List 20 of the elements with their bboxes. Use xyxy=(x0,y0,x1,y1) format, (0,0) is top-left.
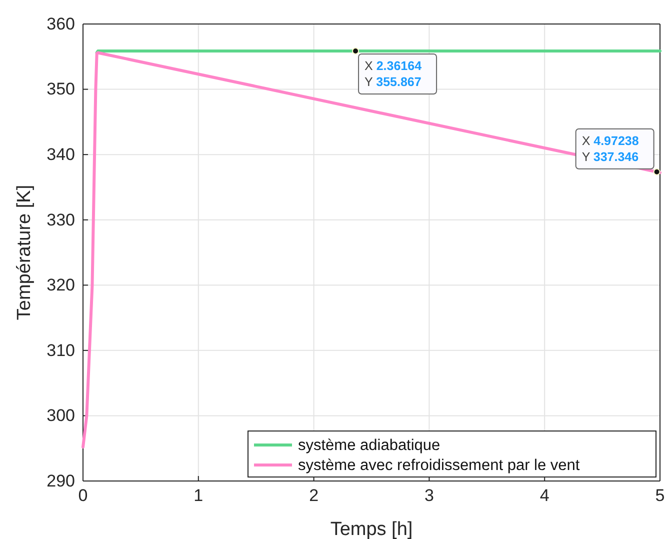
y-axis-title: Température [K] xyxy=(14,184,35,320)
x-tick-label: 3 xyxy=(424,486,434,506)
y-tick-label: 300 xyxy=(46,406,75,426)
x-tick-label: 4 xyxy=(540,486,550,506)
y-tick-label: 310 xyxy=(46,340,75,360)
y-tick-label: 350 xyxy=(46,80,75,99)
x-axis-title: Temps [h] xyxy=(330,519,413,539)
legend-label: système adiabatique xyxy=(298,437,440,454)
y-tick-label: 320 xyxy=(46,276,75,295)
annotation: X 2.36164 Y 355.867 xyxy=(364,58,422,89)
y-tick-label: 340 xyxy=(46,145,75,164)
x-tick-label: 0 xyxy=(78,486,88,506)
legend-label: système avec refroidissement par le vent xyxy=(298,457,580,474)
x-tick-label: 5 xyxy=(655,486,665,506)
x-tick-label: 1 xyxy=(194,486,204,506)
y-tick-label: 330 xyxy=(46,210,75,230)
y-tick-label: 290 xyxy=(46,471,75,490)
annotation: X 4.97238 Y 337.346 xyxy=(582,134,639,164)
y-tick-label: 360 xyxy=(46,14,75,34)
x-tick-label: 2 xyxy=(309,486,319,506)
